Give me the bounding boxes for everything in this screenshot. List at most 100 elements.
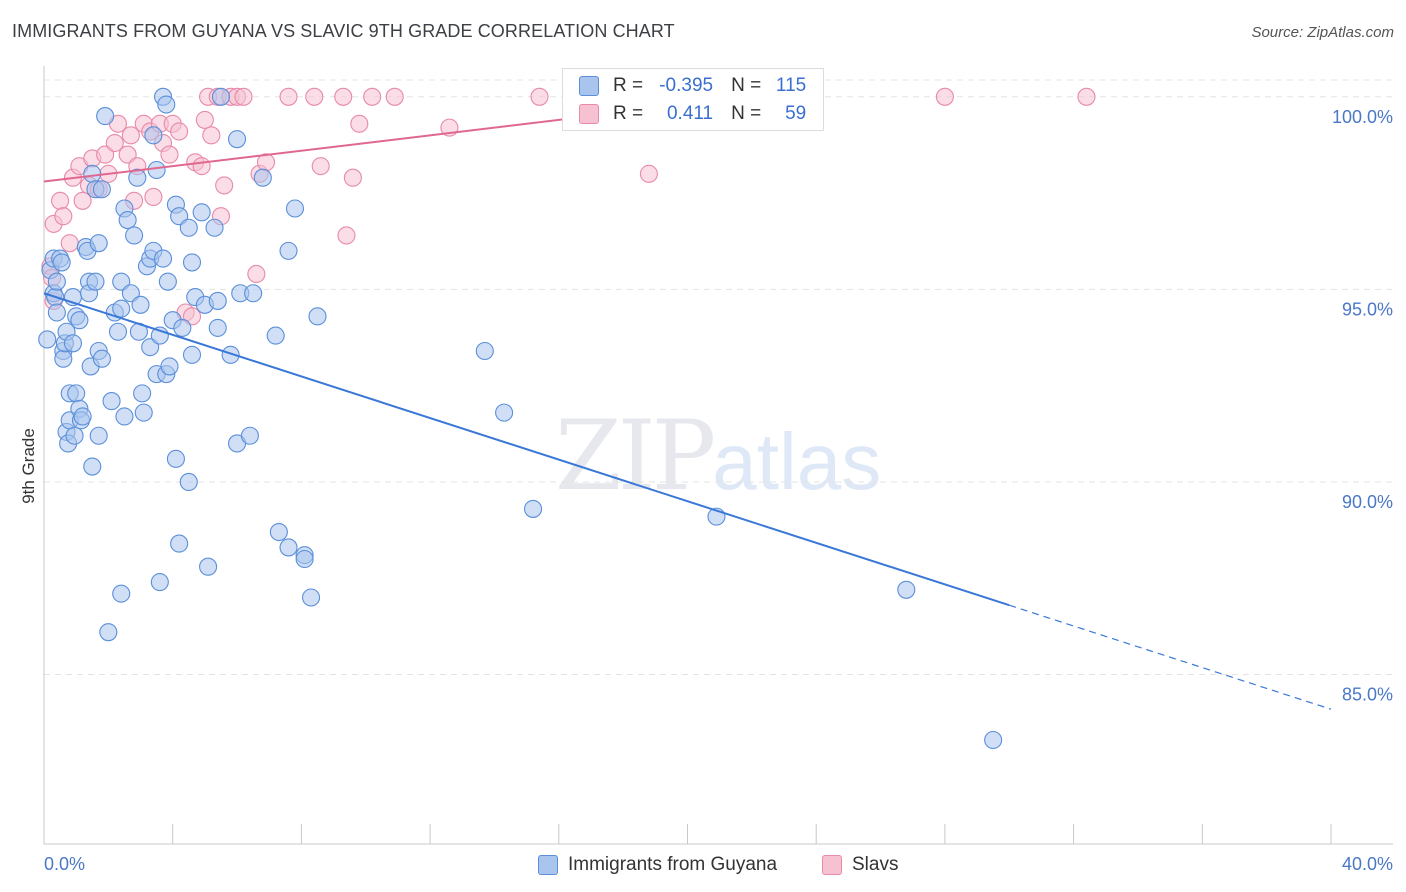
slavs-point — [202, 126, 221, 145]
guyana-point — [102, 392, 121, 411]
guyana-point — [86, 272, 105, 291]
guyana-point — [52, 253, 71, 272]
guyana-point — [205, 218, 224, 237]
guyana-point — [182, 253, 202, 272]
guyana-point — [54, 349, 73, 368]
legend-swatch-slavs — [579, 104, 599, 124]
legend-r-label: R = — [613, 103, 644, 124]
guyana-point — [83, 457, 102, 476]
slavs-point — [60, 234, 79, 253]
legend-r-label: R = — [613, 75, 644, 96]
guyana-point — [279, 538, 298, 557]
guyana-point — [38, 330, 57, 349]
guyana-point — [73, 407, 92, 426]
slavs-point — [363, 87, 382, 106]
slavs-point — [54, 207, 73, 226]
slavs-point — [182, 307, 202, 326]
x-tick-label: 0.0% — [44, 854, 85, 874]
legend-row-slavs: R = 0.411 N = 59 — [563, 100, 806, 128]
guyana-point — [65, 426, 84, 445]
slavs-point — [530, 87, 549, 106]
guyana-point — [134, 403, 153, 422]
watermark-atlas: atlas — [712, 417, 882, 506]
legend-r-value: -0.395 — [659, 75, 714, 96]
guyana-point — [108, 322, 128, 341]
guyana-point — [67, 384, 86, 403]
legend-n-value: 59 — [785, 103, 807, 124]
legend-n-value: 115 — [775, 75, 807, 96]
slavs-point — [170, 122, 189, 141]
guyana-point — [128, 168, 147, 187]
guyana-trend-extension — [1009, 604, 1332, 710]
guyana-point — [199, 557, 218, 576]
guyana-point — [269, 522, 288, 542]
guyana-point — [253, 168, 272, 187]
guyana-point — [984, 730, 1003, 750]
slavs-point — [311, 157, 330, 176]
guyana-point — [192, 203, 211, 222]
guyana-point — [524, 499, 543, 518]
guyana-point — [115, 407, 134, 426]
grid-layer — [44, 79, 1393, 676]
guyana-point — [308, 307, 327, 326]
slavs-point — [639, 164, 658, 183]
bottom-legend-slavs: Slavs — [822, 852, 898, 878]
guyana-point — [112, 299, 131, 318]
guyana-point — [211, 87, 231, 106]
guyana-point — [266, 326, 285, 345]
guyana-point — [166, 449, 185, 468]
guyana-point — [92, 349, 111, 368]
slavs-point — [195, 110, 214, 129]
guyana-point — [179, 472, 198, 492]
label-layer: 100.0% 95.0% 90.0% 85.0% 0.0% 40.0% — [44, 107, 1393, 874]
slavs-point — [105, 133, 124, 153]
guyana-point — [133, 384, 152, 403]
watermark-zip: ZIP — [555, 400, 716, 512]
guyana-point — [221, 345, 240, 364]
bottom-legend-guyana: Immigrants from Guyana — [538, 852, 777, 878]
guyana-point — [170, 207, 189, 226]
x-tick-label: 40.0% — [1342, 854, 1393, 874]
correlation-legend: R = -0.395 N = 115 R = 0.411 N = 59 — [562, 68, 824, 131]
guyana-point — [240, 426, 259, 445]
guyana-point — [89, 234, 108, 253]
guyana-point — [158, 272, 177, 291]
y-axis-title: 9th Grade — [19, 428, 38, 504]
guyana-point — [99, 623, 118, 642]
guyana-point — [208, 291, 227, 310]
guyana-point — [475, 341, 494, 361]
slavs-point — [247, 264, 266, 284]
guyana-point — [302, 588, 321, 607]
guyana-point — [121, 284, 140, 303]
guyana-point — [92, 180, 111, 199]
guyana-point — [147, 160, 166, 180]
legend-row-guyana: R = -0.395 N = 115 — [563, 72, 806, 100]
bottom-legend-label-guyana: Immigrants from Guyana — [568, 854, 778, 875]
watermark: ZIPatlas — [555, 400, 881, 512]
guyana-point — [112, 272, 131, 291]
slavs-point — [73, 191, 92, 210]
slavs-point — [121, 126, 140, 145]
y-tick-label: 85.0% — [1342, 685, 1393, 705]
legend-n-label: N = — [731, 103, 762, 124]
guyana-point — [153, 249, 173, 268]
y-tick-label: 95.0% — [1342, 299, 1393, 319]
axis-layer — [43, 66, 1393, 845]
guyana-point — [279, 241, 298, 260]
slavs-point — [96, 145, 115, 164]
guyana-point — [96, 107, 115, 126]
guyana-point — [83, 164, 102, 183]
guyana-point — [125, 226, 144, 245]
guyana-point — [170, 534, 189, 553]
slavs-point — [385, 87, 404, 106]
bottom-legend-swatch-slavs — [822, 855, 842, 875]
guyana-point — [160, 357, 179, 376]
guyana-point — [63, 334, 83, 353]
slavs-point — [160, 145, 179, 164]
guyana-point — [118, 211, 137, 230]
slavs-point — [334, 87, 353, 106]
guyana-point — [141, 338, 160, 357]
guyana-point — [89, 426, 108, 445]
guyana-point — [173, 318, 192, 337]
